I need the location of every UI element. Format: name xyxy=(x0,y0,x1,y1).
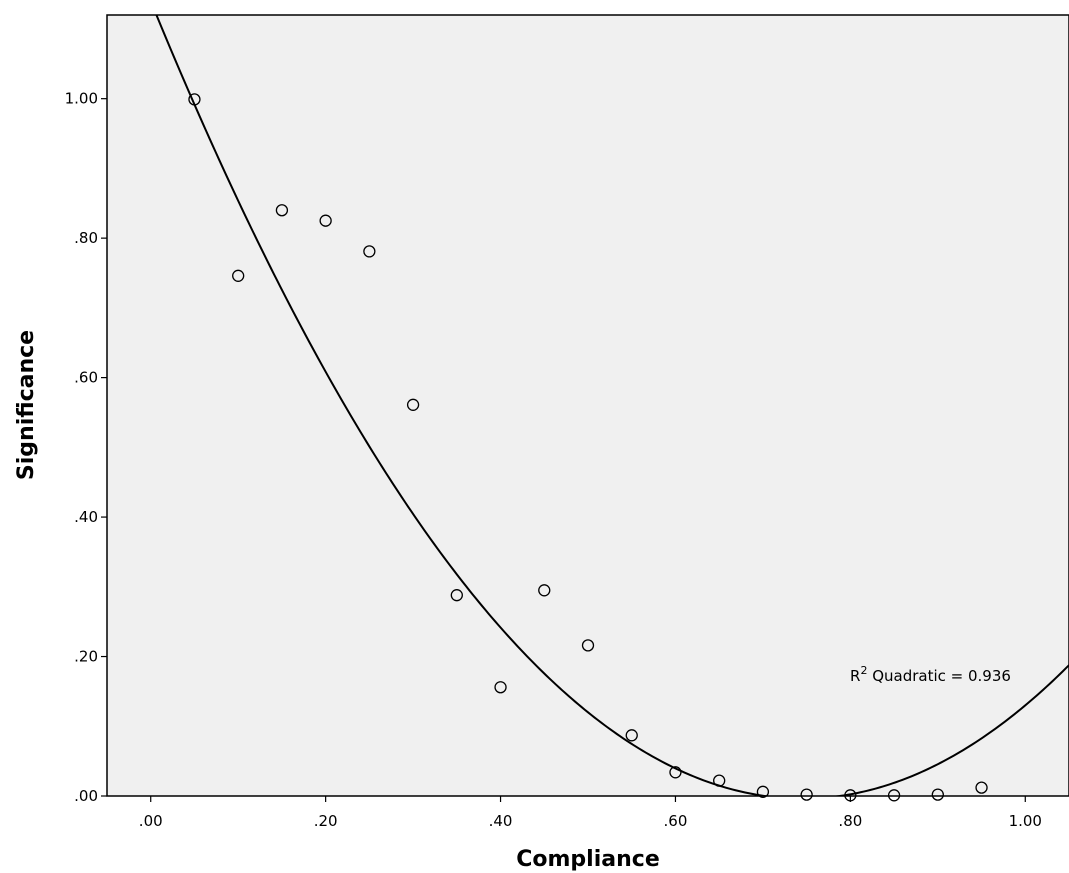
y-axis: .00 .20 .40 .60 .80 1.00 xyxy=(65,90,107,805)
plot-area xyxy=(106,14,1069,797)
data-point xyxy=(319,214,332,227)
y-tick-label: .20 xyxy=(74,648,98,666)
x-tick-label: .00 xyxy=(139,812,163,830)
quadratic-fit-line xyxy=(155,15,1069,796)
x-tick-label: .20 xyxy=(314,812,338,830)
data-point xyxy=(538,584,551,597)
scatter-points xyxy=(188,93,988,802)
y-tick-label: .80 xyxy=(74,229,98,247)
data-point xyxy=(887,789,901,802)
y-tick-label: .40 xyxy=(74,508,98,526)
data-point xyxy=(188,93,201,106)
data-point xyxy=(800,788,813,801)
data-point xyxy=(406,398,420,411)
x-tick-label: 1.00 xyxy=(1009,812,1042,830)
x-axis: .00 .20 .40 .60 .80 1.00 xyxy=(139,796,1042,830)
r-squared-annotation: R2 Quadratic = 0.936 xyxy=(850,664,1011,685)
data-point xyxy=(975,781,988,794)
r-squared-superscript: 2 xyxy=(860,664,867,677)
x-tick-label: .80 xyxy=(838,812,862,830)
data-point xyxy=(275,204,289,217)
y-axis-title: Significance xyxy=(14,330,39,480)
x-tick-label: .40 xyxy=(489,812,513,830)
data-point xyxy=(713,774,726,787)
r-squared-prefix: R xyxy=(850,667,860,685)
data-point xyxy=(232,269,245,282)
data-point xyxy=(669,766,682,779)
data-point xyxy=(363,245,376,258)
data-point xyxy=(581,639,595,652)
y-tick-label: .60 xyxy=(74,369,98,387)
y-tick-label: .00 xyxy=(74,787,98,805)
data-point xyxy=(450,589,463,602)
x-tick-label: .60 xyxy=(664,812,688,830)
r-squared-text: Quadratic = 0.936 xyxy=(867,667,1011,685)
y-tick-label: 1.00 xyxy=(65,90,98,108)
data-point xyxy=(756,785,770,798)
x-axis-title: Compliance xyxy=(516,847,659,872)
data-point xyxy=(931,788,944,801)
data-point xyxy=(625,729,638,742)
data-point xyxy=(494,681,507,694)
